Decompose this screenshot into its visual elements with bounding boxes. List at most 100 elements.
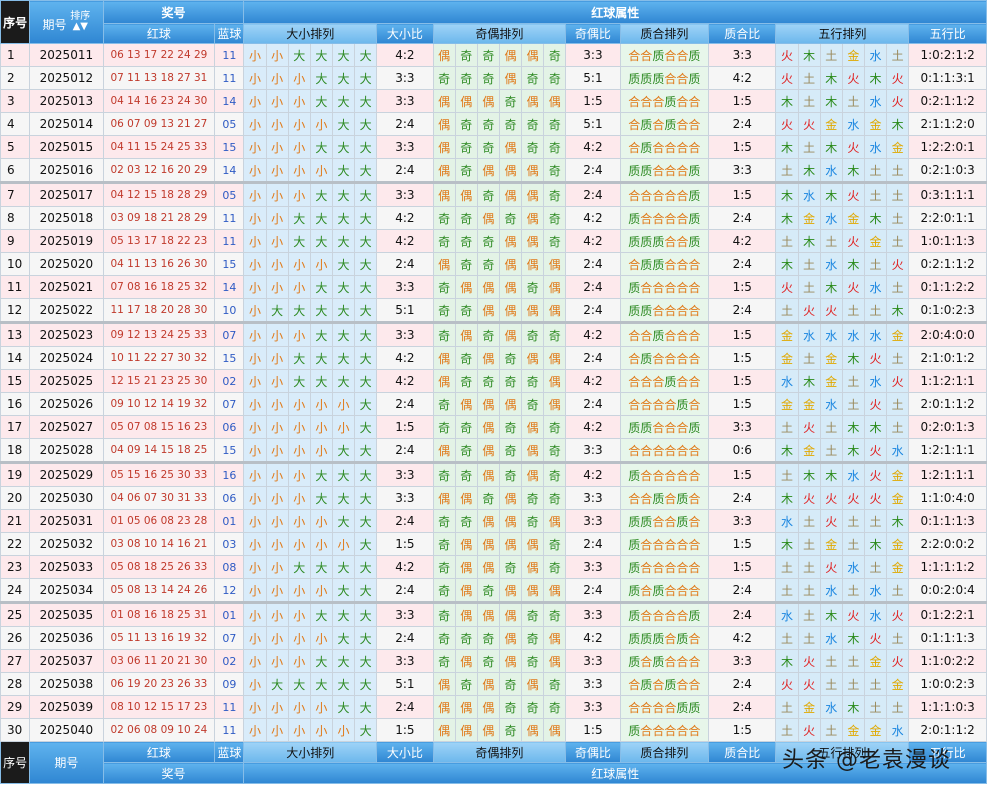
odd-even-cell: 偶 <box>498 602 523 627</box>
prime-composite-glyph: 合 <box>640 537 653 552</box>
issue-cell: 2025018 <box>29 206 104 230</box>
size-cell: 小 <box>265 392 289 416</box>
prime-composite-glyph: 质 <box>688 48 701 63</box>
size-cell: 小 <box>287 322 311 347</box>
size-cell: 小 <box>265 346 289 370</box>
odd-even-cell: 奇 <box>521 486 545 510</box>
prime-composite-ratio-cell: 4:2 <box>708 626 777 650</box>
issue-cell: 2025029 <box>29 462 104 487</box>
odd-even-cell: 奇 <box>454 158 478 184</box>
five-elements-ratio-cell: 2:0:1:1:2 <box>908 718 987 742</box>
size-cell: 大 <box>354 695 378 719</box>
odd-even-cell: 偶 <box>498 509 523 533</box>
prime-composite-glyph: 合 <box>664 140 677 155</box>
size-cell: 小 <box>265 135 289 159</box>
odd-even-cell: 奇 <box>432 298 456 324</box>
issue-footer: 期号 <box>29 741 104 784</box>
size-ratio-cell: 2:4 <box>376 112 434 136</box>
five-elements-cell: 土 <box>886 275 910 299</box>
prime-composite-ratio-cell: 1:5 <box>708 346 777 370</box>
five-elements-cell: 火 <box>841 486 865 510</box>
prime-composite-glyph: 合 <box>664 583 677 598</box>
odd-even-cell: 奇 <box>543 322 567 347</box>
five-elements-cell: 火 <box>775 275 799 299</box>
size-ratio-cell: 3:3 <box>376 135 434 159</box>
five-elements-cell: 木 <box>819 275 843 299</box>
five-elements-cell: 水 <box>863 43 888 67</box>
issue-header[interactable]: 期号 排序 ▲▼ <box>29 0 104 44</box>
odd-even-cell: 奇 <box>521 626 545 650</box>
five-elements-cell: 火 <box>819 298 843 324</box>
prime-composite-glyph: 合 <box>688 560 701 575</box>
prime-composite-glyph: 合 <box>640 188 653 203</box>
size-cell: 小 <box>265 66 289 90</box>
prime-composite-glyph: 合 <box>640 374 653 389</box>
blue-header: 蓝球 <box>214 23 245 44</box>
prime-composite-glyph: 合 <box>652 537 665 552</box>
seq-cell: 26 <box>0 626 31 650</box>
size-cell: 小 <box>309 718 333 742</box>
prime-composite-cell: 质质合合合合 <box>619 298 710 324</box>
five-elements-cell: 火 <box>841 182 865 207</box>
odd-even-cell: 奇 <box>432 415 456 439</box>
red-balls-cell: 05 08 18 25 26 33 <box>102 555 216 579</box>
five-elements-cell: 土 <box>797 532 821 556</box>
five-elements-cell: 木 <box>819 66 843 90</box>
prime-composite-ratio-cell: 2:4 <box>708 672 777 696</box>
size-cell: 小 <box>331 532 356 556</box>
prime-composite-glyph: 合 <box>676 608 689 623</box>
red-balls-cell: 05 08 13 14 24 26 <box>102 578 216 604</box>
odd-even-cell: 奇 <box>498 672 523 696</box>
odd-even-cell: 偶 <box>498 66 523 90</box>
size-cell: 小 <box>243 206 267 230</box>
red-balls-cell: 12 15 21 23 25 30 <box>102 369 216 393</box>
odd-even-ratio-cell: 3:3 <box>565 672 621 696</box>
size-cell: 小 <box>309 532 333 556</box>
size-cell: 大 <box>265 672 289 696</box>
size-cell: 大 <box>354 158 378 184</box>
prime-composite-glyph: 质 <box>676 700 689 715</box>
prime-composite-glyph: 质 <box>628 560 641 575</box>
five-elements-cell: 水 <box>819 626 843 650</box>
prime-composite-ratio-cell: 1:5 <box>708 392 777 416</box>
prime-composite-glyph: 质 <box>652 328 665 343</box>
prime-composite-glyph: 合 <box>664 560 677 575</box>
sort-button[interactable]: 排序 ▲▼ <box>70 12 90 32</box>
five-elements-cell: 木 <box>797 462 821 487</box>
size-cell: 小 <box>243 298 267 324</box>
prime-composite-glyph: 质 <box>628 211 641 226</box>
five-elements-cell: 水 <box>863 602 888 627</box>
odd-even-cell: 奇 <box>521 275 545 299</box>
size-ratio-cell: 2:4 <box>376 626 434 650</box>
size-cell: 大 <box>309 322 333 347</box>
prime-composite-glyph: 合 <box>676 140 689 155</box>
prime-composite-glyph: 合 <box>688 257 701 272</box>
prime-composite-glyph: 质 <box>628 514 641 529</box>
odd-even-ratio-cell: 4:2 <box>565 135 621 159</box>
odd-even-cell: 奇 <box>521 369 545 393</box>
size-cell: 小 <box>265 602 289 627</box>
five-elements-cell: 木 <box>775 135 799 159</box>
size-cell: 小 <box>287 509 311 533</box>
issue-header-label: 期号 <box>42 18 67 32</box>
odd-even-cell: 偶 <box>454 532 478 556</box>
size-cell: 小 <box>243 626 267 650</box>
prime-composite-glyph: 质 <box>628 631 641 646</box>
five-elements-cell: 木 <box>819 182 843 207</box>
odd-even-cell: 偶 <box>476 392 500 416</box>
odd-even-cell: 奇 <box>432 509 456 533</box>
prime-composite-glyph: 合 <box>628 491 641 506</box>
size-cell: 小 <box>265 158 289 184</box>
size-cell: 大 <box>331 158 356 184</box>
odd-even-cell: 偶 <box>521 555 545 579</box>
issue-cell: 2025014 <box>29 112 104 136</box>
prime-composite-glyph: 合 <box>664 700 677 715</box>
five-elements-ratio-cell: 2:2:0:1:1 <box>908 206 987 230</box>
blue-ball-cell: 11 <box>214 718 245 742</box>
size-ratio-cell: 3:3 <box>376 275 434 299</box>
odd-even-ratio-cell: 3:3 <box>565 555 621 579</box>
odd-even-cell: 偶 <box>476 298 500 324</box>
size-cell: 大 <box>331 672 356 696</box>
odd-even-cell: 奇 <box>454 206 478 230</box>
prime-composite-glyph: 合 <box>628 94 641 109</box>
